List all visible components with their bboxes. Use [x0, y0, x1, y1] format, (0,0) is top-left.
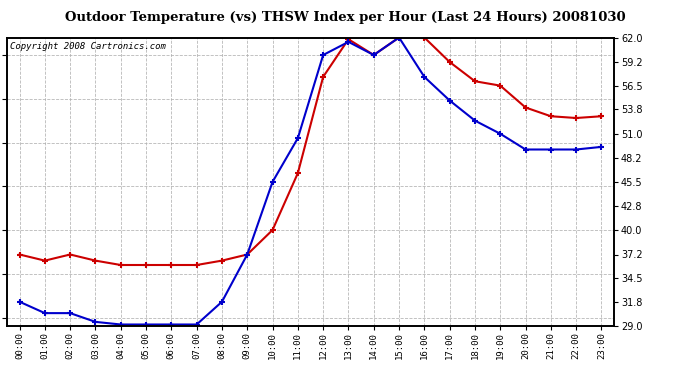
Text: Copyright 2008 Cartronics.com: Copyright 2008 Cartronics.com — [10, 42, 166, 51]
Text: Outdoor Temperature (vs) THSW Index per Hour (Last 24 Hours) 20081030: Outdoor Temperature (vs) THSW Index per … — [65, 11, 625, 24]
